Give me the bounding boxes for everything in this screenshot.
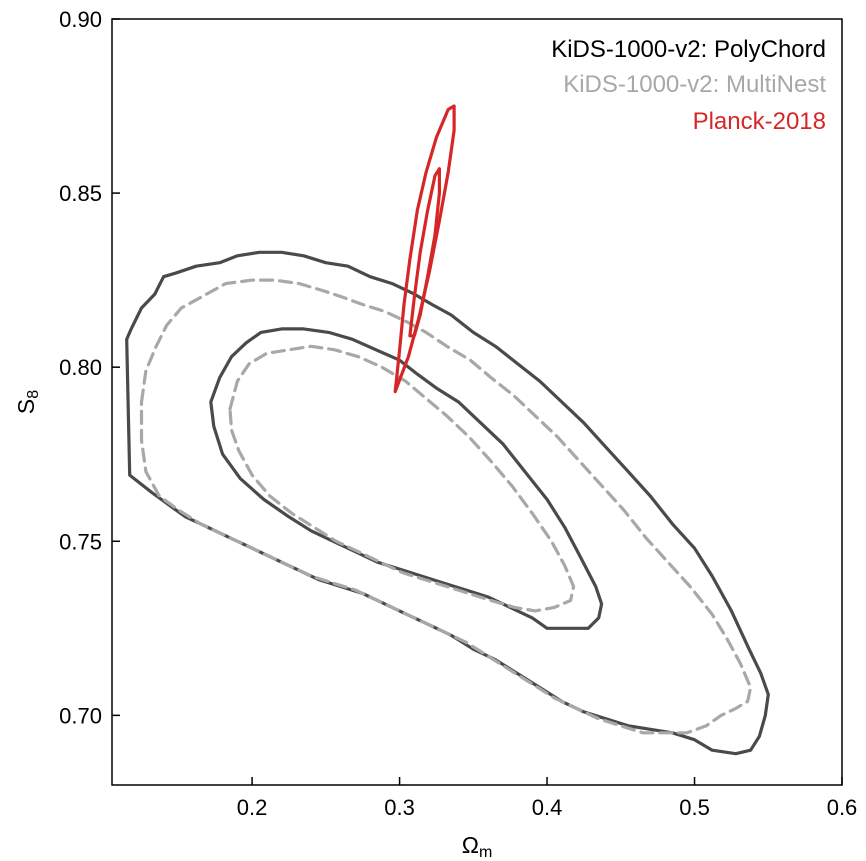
y-axis-label-sub: 8	[25, 390, 42, 399]
plot-frame	[111, 18, 843, 786]
series-1-contour-inner	[209, 327, 604, 630]
x-axis-label: Ωm	[462, 832, 493, 861]
x-axis-label-main: Ω	[462, 832, 479, 858]
legend-entry-1: KiDS-1000-v2: PolyChord	[551, 36, 826, 63]
y-axis-label: S8	[13, 390, 42, 414]
series-3-contour-inner	[408, 167, 441, 338]
x-tick-label: 0.6	[827, 795, 858, 820]
y-axis-label-main: S	[13, 399, 39, 414]
x-tick-label: 0.3	[384, 795, 415, 820]
y-tick-label: 0.90	[59, 7, 102, 32]
legend-entry-name: PolyChord	[714, 36, 826, 63]
y-tick-label: 0.70	[59, 703, 102, 728]
legend-entry-name: Planck-2018	[693, 108, 826, 135]
y-tick-label: 0.80	[59, 355, 102, 380]
legend-entry-name: MultiNest	[726, 71, 826, 98]
x-tick-label: 0.4	[532, 795, 563, 820]
legend-entry-prefix: KiDS-1000-v2:	[551, 36, 714, 63]
series-2-contour-inner	[228, 344, 576, 613]
legend-entry-2: KiDS-1000-v2: MultiNest	[563, 71, 826, 98]
contour-lines	[125, 104, 770, 756]
legend-entry-3: Planck-2018	[693, 108, 826, 135]
x-axis-label-sub: m	[479, 844, 492, 861]
x-tick-label: 0.2	[237, 795, 268, 820]
x-tick-label: 0.5	[679, 795, 710, 820]
axis-ticks: 0.2 0.3 0.4 0.5 0.6 0.70 0.75 0.80 0.85 0.90	[59, 7, 857, 820]
series-3-contour-outer	[393, 104, 456, 394]
series-1-contour-outer	[125, 250, 770, 756]
legend-entry-prefix: KiDS-1000-v2:	[563, 71, 726, 98]
y-tick-label: 0.75	[59, 529, 102, 554]
y-tick-label: 0.85	[59, 181, 102, 206]
series-2-contour-outer	[139, 278, 753, 735]
